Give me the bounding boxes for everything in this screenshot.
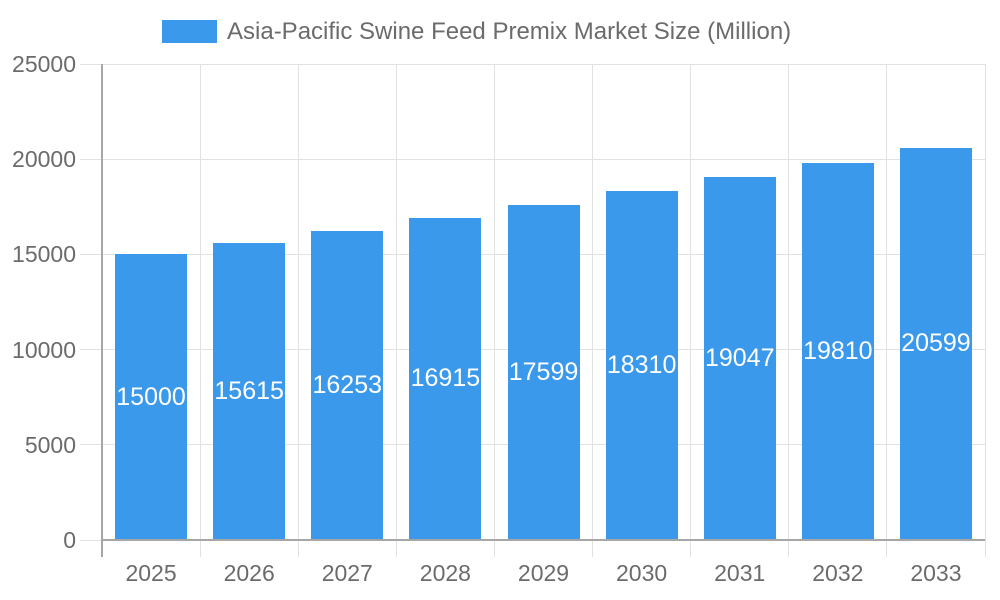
v-gridline	[493, 64, 495, 557]
h-gridline	[102, 63, 985, 65]
x-axis-label: 2030	[616, 560, 668, 586]
y-axis-tick	[80, 253, 102, 255]
bar[interactable]: 20599	[899, 147, 972, 540]
x-axis-label: 2027	[321, 560, 373, 586]
bar-value-label: 16915	[410, 364, 481, 393]
bar[interactable]: 19047	[703, 177, 776, 540]
y-axis-tick	[80, 63, 102, 65]
y-axis-label: 5000	[24, 431, 76, 458]
bar[interactable]: 19810	[801, 162, 874, 540]
bar-value-label: 20599	[901, 329, 971, 358]
x-axis-label: 2032	[812, 560, 864, 586]
bar[interactable]: 18310	[605, 191, 678, 540]
v-gridline	[199, 64, 201, 557]
h-gridline	[102, 158, 985, 160]
x-axis-label: 2029	[517, 560, 570, 586]
v-gridline	[592, 64, 594, 557]
x-axis-label: 2025	[125, 560, 177, 586]
bar[interactable]: 15000	[115, 254, 188, 540]
bar[interactable]: 16253	[311, 230, 384, 540]
y-axis-label: 25000	[12, 51, 76, 77]
legend-label: Asia-Pacific Swine Feed Premix Market Si…	[227, 18, 792, 45]
v-gridline	[886, 64, 888, 557]
y-axis-tick	[80, 158, 102, 160]
bar-value-label: 16253	[312, 370, 383, 399]
v-gridline	[690, 64, 692, 557]
bar-value-label: 15000	[116, 382, 186, 411]
plot-area: 0 5000 10000 15000 20000 25000 15000 15615 16253…	[12, 52, 986, 585]
y-axis-label: 10000	[12, 336, 76, 363]
bar-value-label: 18310	[606, 351, 677, 380]
y-axis-line	[101, 64, 103, 557]
bar[interactable]: 16915	[409, 217, 482, 540]
x-axis-label: 2031	[714, 560, 766, 586]
y-axis-label: 15000	[12, 241, 76, 268]
x-axis-line	[102, 539, 985, 541]
bar-value-label: 19810	[803, 336, 873, 365]
v-gridline	[395, 64, 397, 557]
chart-legend-item[interactable]: Asia-Pacific Swine Feed Premix Market Si…	[162, 18, 791, 45]
v-gridline	[297, 64, 299, 557]
bar-value-label: 19047	[704, 344, 775, 373]
v-gridline	[788, 64, 790, 557]
bar[interactable]: 17599	[507, 204, 580, 540]
bar-value-label: 15615	[214, 376, 284, 405]
y-axis-tick	[80, 539, 102, 541]
v-gridline	[984, 64, 986, 557]
y-axis-label: 0	[63, 527, 76, 553]
bar-value-label: 17599	[508, 357, 579, 386]
x-axis-label: 2026	[223, 560, 275, 586]
y-axis-tick	[80, 349, 102, 351]
x-axis-label: 2028	[419, 560, 471, 586]
x-axis-label: 2033	[910, 560, 962, 586]
y-axis-tick	[80, 444, 102, 446]
y-axis-label: 20000	[12, 146, 76, 173]
legend-swatch-icon	[162, 20, 217, 43]
bar[interactable]: 15615	[213, 242, 286, 540]
